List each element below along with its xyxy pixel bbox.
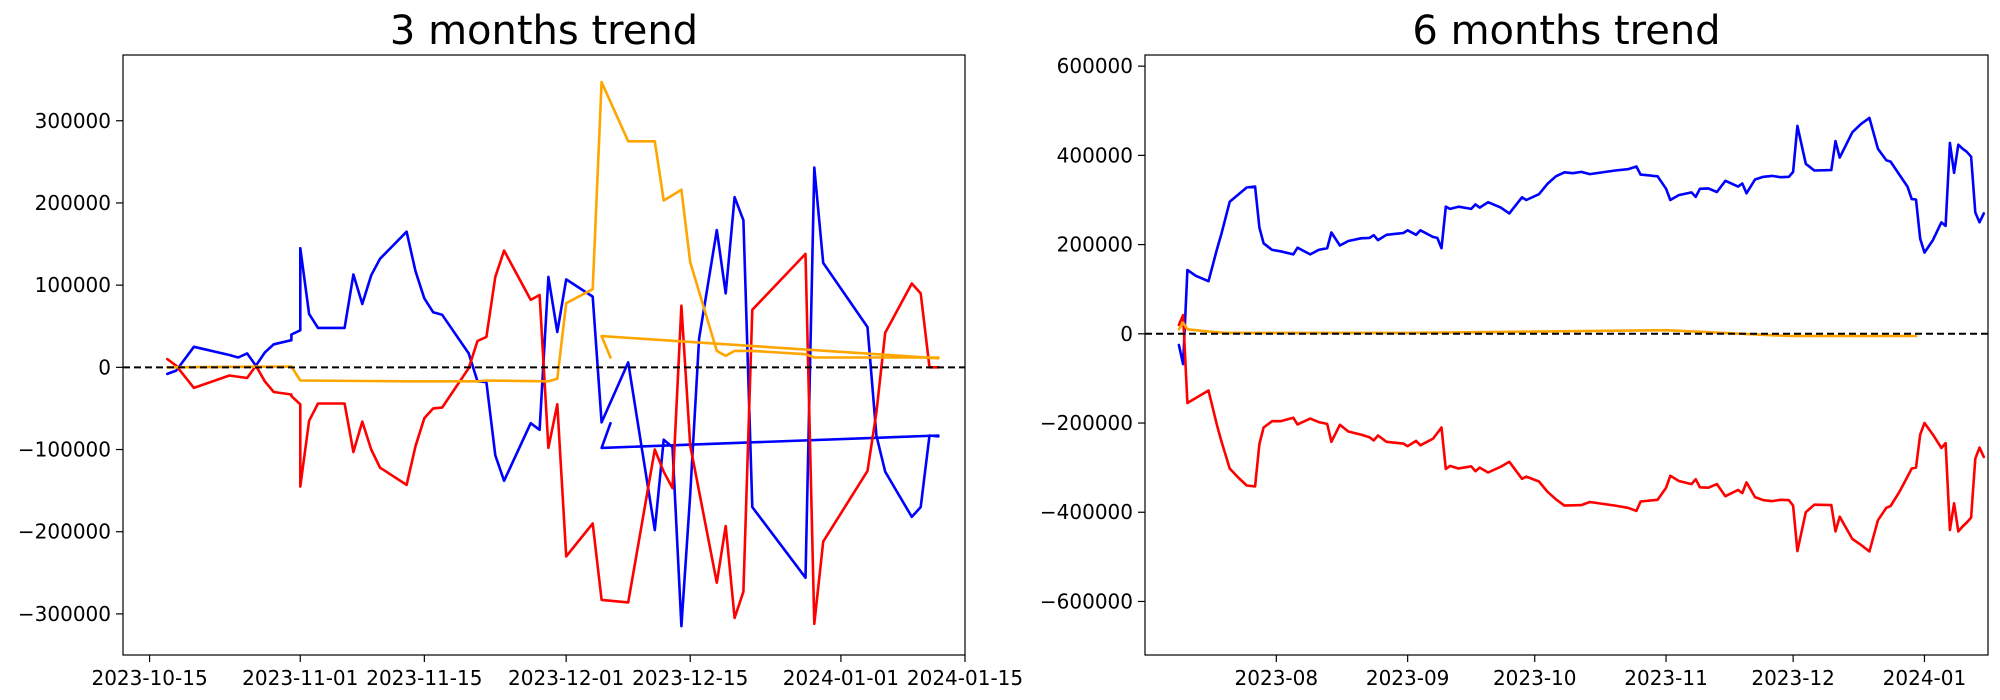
chart-2: 6 months trend −600000 −400000 −200000 0 2000… xyxy=(1040,8,1989,690)
plot-frame xyxy=(1144,54,1989,656)
chart-1: 3 months trend −300000 −200000 −100000 0 1000… xyxy=(18,8,1023,690)
series-line-1-segment-1 xyxy=(1177,116,1986,366)
series-line-3-segment-1 xyxy=(166,80,940,383)
x-tick-label: 2023-11-01 xyxy=(242,666,358,690)
plot-frame xyxy=(122,54,966,656)
series-line-2-segment-1 xyxy=(1177,313,1986,553)
x-tick-label: 2024-01-01 xyxy=(783,666,899,690)
y-tick-label: −600000 xyxy=(1040,589,1133,613)
chart-title: 6 months trend xyxy=(1412,8,1720,54)
y-tick-label: −200000 xyxy=(1040,411,1133,435)
x-tick-label: 2023-11-15 xyxy=(366,666,482,690)
y-tick-label: 300000 xyxy=(35,109,111,133)
y-tick-label: 200000 xyxy=(1057,233,1133,257)
y-tick-label: 200000 xyxy=(35,191,111,215)
x-tick-label: 2023-10 xyxy=(1493,666,1577,690)
y-tick-label: −100000 xyxy=(18,438,111,462)
x-tick-label: 2024-01-15 xyxy=(907,666,1023,690)
x-tick-label: 2023-10-15 xyxy=(91,666,207,690)
y-tick-label: 0 xyxy=(1120,322,1133,346)
y-tick-label: 600000 xyxy=(1057,54,1133,78)
series-line-1-segment-2 xyxy=(600,421,940,450)
x-tick-label: 2023-08 xyxy=(1235,666,1319,690)
y-tick-label: 100000 xyxy=(35,273,111,297)
series-line-1-segment-1 xyxy=(166,166,940,628)
series-line-2-segment-1 xyxy=(166,249,940,626)
y-tick-label: 400000 xyxy=(1057,143,1133,167)
y-tick-label: −400000 xyxy=(1040,500,1133,524)
y-tick-label: 0 xyxy=(98,355,111,379)
x-tick-label: 2024-01 xyxy=(1883,666,1967,690)
x-tick-label: 2023-09 xyxy=(1366,666,1450,690)
x-tick-label: 2023-12-01 xyxy=(508,666,624,690)
x-tick-label: 2023-12-15 xyxy=(632,666,748,690)
y-tick-label: −300000 xyxy=(18,602,111,626)
series-group xyxy=(166,80,940,628)
x-tick-label: 2023-12 xyxy=(1751,666,1835,690)
x-tick-label: 2023-11 xyxy=(1624,666,1708,690)
chart-title: 3 months trend xyxy=(390,8,698,54)
series-line-3-segment-2 xyxy=(600,334,940,360)
y-tick-label: −200000 xyxy=(18,520,111,544)
